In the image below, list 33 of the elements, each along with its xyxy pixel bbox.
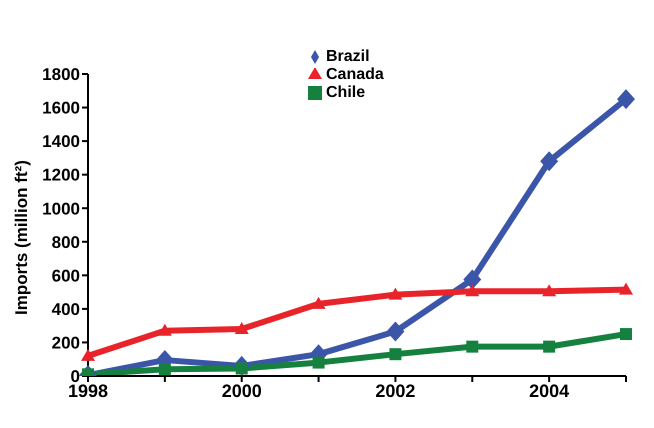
legend-label: Canada — [326, 66, 384, 83]
y-tick-label: 1600 — [42, 98, 80, 118]
x-tick-label: 2000 — [222, 380, 262, 401]
point — [465, 284, 480, 296]
y-tick-label: 400 — [52, 300, 80, 319]
y-tick-label: 1000 — [42, 199, 80, 218]
point — [466, 340, 478, 353]
point — [312, 356, 325, 369]
point — [388, 288, 402, 300]
x-tick-label: 2004 — [529, 380, 570, 401]
point — [617, 89, 635, 110]
y-axis-title: Imports (million ft²) — [12, 160, 32, 315]
point — [543, 340, 556, 353]
y-tick-label: 1200 — [42, 166, 80, 185]
y-tick-label: 800 — [52, 232, 80, 252]
y-tick-label: 1400 — [42, 132, 80, 152]
point — [81, 348, 95, 361]
point — [234, 322, 249, 334]
point — [158, 363, 171, 376]
point — [386, 322, 404, 342]
point — [540, 151, 558, 172]
point — [158, 324, 172, 336]
point — [542, 284, 556, 296]
y-tick-label: 200 — [52, 333, 80, 352]
point — [312, 296, 326, 309]
legend-label: Chile — [326, 84, 366, 101]
point — [620, 328, 632, 340]
point — [619, 282, 633, 295]
x-tick-label: 2002 — [375, 380, 416, 401]
legend-label: Brazil — [326, 48, 370, 65]
point — [389, 348, 402, 360]
y-tick-label: 1800 — [42, 65, 80, 84]
y-tick-label: 600 — [52, 266, 80, 286]
